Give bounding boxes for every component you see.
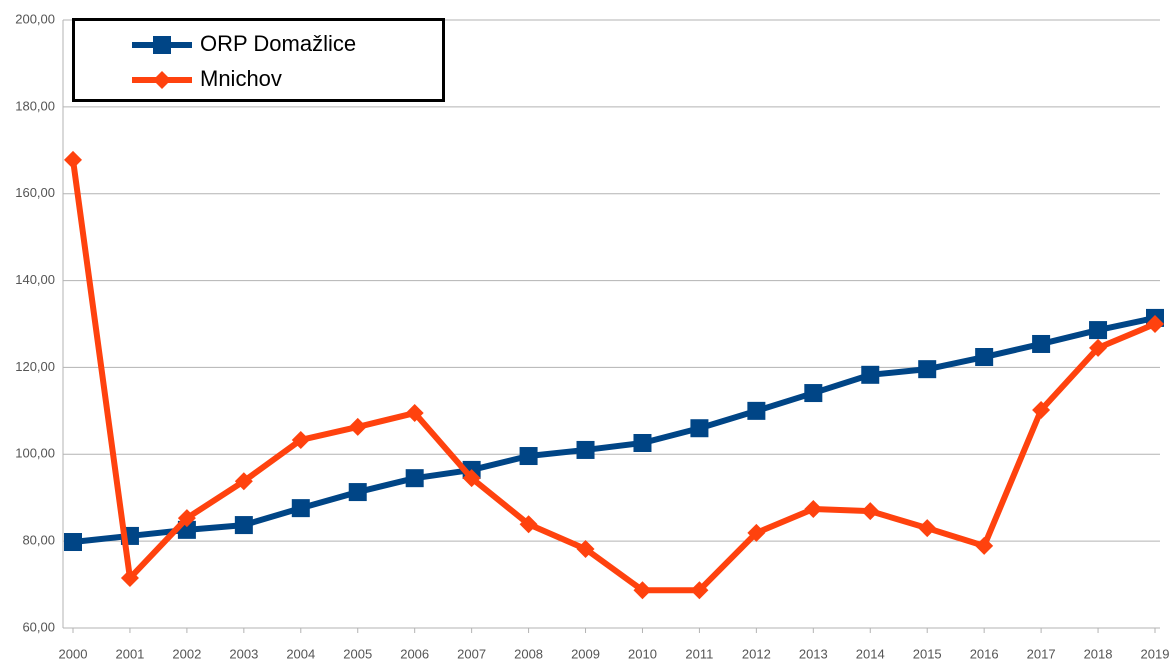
y-tick-label: 80,00: [22, 533, 55, 548]
x-tick-label: 2009: [571, 646, 600, 661]
marker: [918, 360, 937, 379]
x-tick-label: 2011: [685, 646, 713, 661]
x-tick-label: 2007: [457, 646, 486, 661]
y-tick-label: 140,00: [15, 272, 55, 287]
marker: [975, 536, 994, 555]
marker: [633, 581, 652, 600]
legend-label: Mnichov: [200, 66, 282, 91]
x-tick-label: 2003: [229, 646, 258, 661]
marker: [64, 533, 82, 552]
x-tick-label: 2014: [856, 646, 885, 661]
marker: [405, 404, 424, 423]
marker: [804, 500, 823, 519]
x-tick-label: 2001: [115, 646, 144, 661]
marker: [576, 440, 595, 459]
y-tick-label: 160,00: [15, 185, 55, 200]
series-line: [70, 159, 1157, 594]
x-tick-label: 2012: [742, 646, 771, 661]
x-tick-label: 2013: [799, 646, 828, 661]
marker: [234, 516, 253, 535]
marker: [633, 433, 652, 452]
marker: [348, 483, 367, 502]
marker: [153, 71, 171, 89]
x-tick-label: 2016: [970, 646, 999, 661]
x-tick-label: 2002: [172, 646, 201, 661]
x-tick-label: 2017: [1027, 646, 1056, 661]
marker: [804, 384, 823, 403]
y-tick-label: 200,00: [15, 11, 55, 26]
x-tick-label: 2008: [514, 646, 543, 661]
marker: [291, 499, 310, 518]
x-tick-label: 2018: [1084, 646, 1113, 661]
marker: [747, 523, 766, 542]
marker: [405, 469, 424, 488]
marker: [234, 472, 253, 491]
x-tick-label: 2019: [1141, 646, 1170, 661]
marker: [1089, 338, 1108, 357]
legend-box: [72, 18, 445, 102]
y-tick-label: 100,00: [15, 446, 55, 461]
marker: [690, 581, 709, 600]
marker: [918, 519, 937, 538]
legend-label: ORP Domažlice: [200, 31, 356, 56]
x-tick-label: 2015: [913, 646, 942, 661]
x-tick-label: 2006: [400, 646, 429, 661]
marker: [519, 447, 538, 466]
marker: [64, 150, 82, 169]
marker: [348, 417, 367, 436]
marker: [576, 539, 595, 558]
marker: [519, 515, 538, 534]
y-tick-label: 60,00: [22, 619, 55, 634]
x-tick-label: 2005: [343, 646, 372, 661]
marker: [747, 401, 766, 420]
marker: [1032, 334, 1051, 353]
marker: [291, 430, 310, 449]
marker: [462, 469, 481, 488]
marker: [861, 502, 880, 521]
x-tick-label: 2004: [286, 646, 315, 661]
y-tick-label: 180,00: [15, 98, 55, 113]
marker: [861, 365, 880, 384]
y-tick-label: 120,00: [15, 359, 55, 374]
x-tick-label: 2010: [628, 646, 657, 661]
marker: [177, 509, 196, 528]
x-tick-label: 2000: [59, 646, 88, 661]
marker: [1032, 400, 1051, 419]
marker: [120, 569, 139, 588]
marker: [690, 419, 709, 438]
marker: [975, 348, 994, 367]
marker: [1089, 321, 1108, 340]
series-line: [72, 314, 1156, 545]
marker: [1146, 315, 1164, 333]
marker: [153, 36, 171, 54]
